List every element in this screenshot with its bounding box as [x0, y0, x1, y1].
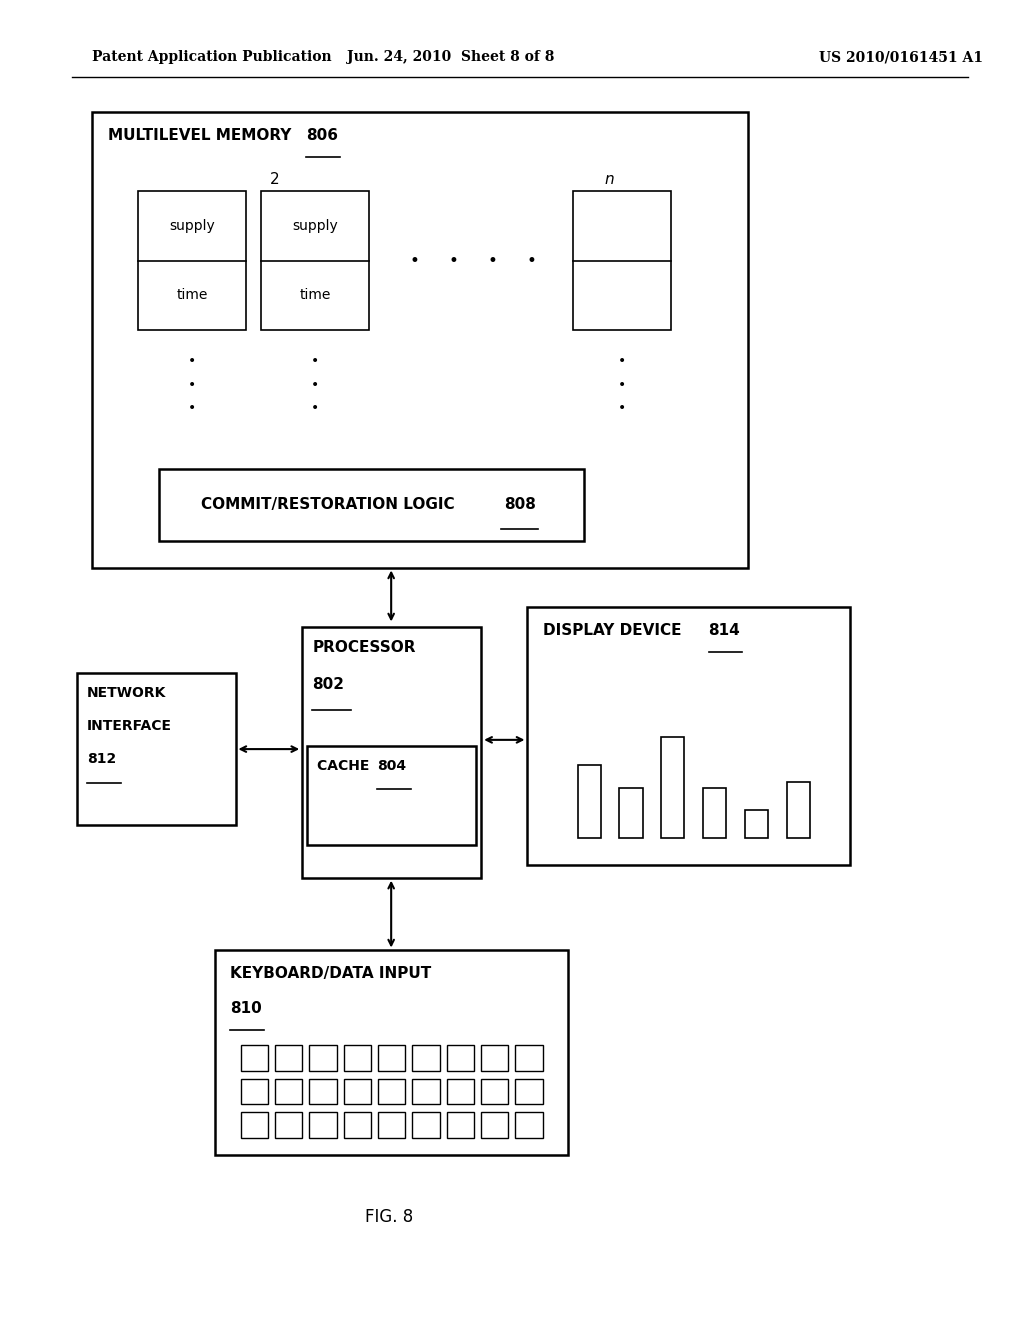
Bar [309, 1078, 337, 1105]
Bar [302, 627, 481, 878]
Bar [275, 1045, 302, 1071]
Bar [241, 1113, 268, 1138]
Text: FIG. 8: FIG. 8 [365, 1208, 414, 1226]
Bar [413, 1113, 439, 1138]
Bar [446, 1078, 474, 1105]
Bar [378, 1078, 406, 1105]
Text: 814: 814 [709, 623, 740, 638]
Bar [215, 950, 568, 1155]
Text: •: • [617, 401, 627, 416]
Text: MULTILEVEL MEMORY: MULTILEVEL MEMORY [108, 128, 296, 143]
Text: •: • [617, 378, 627, 392]
Text: Patent Application Publication: Patent Application Publication [92, 50, 332, 65]
Text: •: • [310, 378, 319, 392]
Text: 2: 2 [269, 172, 280, 186]
Bar [307, 746, 476, 845]
Bar [481, 1078, 508, 1105]
Text: •: • [187, 378, 197, 392]
Bar [413, 1078, 439, 1105]
Text: n: n [604, 172, 614, 186]
Text: 802: 802 [312, 677, 344, 692]
Bar [515, 1078, 543, 1105]
Text: Jun. 24, 2010  Sheet 8 of 8: Jun. 24, 2010 Sheet 8 of 8 [347, 50, 554, 65]
Text: •: • [410, 252, 420, 269]
Text: 804: 804 [377, 759, 406, 774]
Bar [378, 1045, 406, 1071]
Bar [744, 810, 768, 838]
Text: COMMIT/RESTORATION LOGIC: COMMIT/RESTORATION LOGIC [201, 498, 460, 512]
Bar [159, 469, 584, 541]
Bar [578, 766, 601, 838]
Bar [261, 191, 369, 330]
Text: •: • [449, 252, 459, 269]
Text: INTERFACE: INTERFACE [87, 719, 172, 734]
Bar [275, 1078, 302, 1105]
Text: supply: supply [169, 219, 215, 234]
Bar [344, 1113, 371, 1138]
Bar [309, 1113, 337, 1138]
Text: 806: 806 [306, 128, 338, 143]
Text: 808: 808 [504, 498, 536, 512]
Text: DISPLAY DEVICE: DISPLAY DEVICE [543, 623, 686, 638]
Text: US 2010/0161451 A1: US 2010/0161451 A1 [819, 50, 983, 65]
Text: •: • [526, 252, 537, 269]
Text: NETWORK: NETWORK [87, 686, 167, 701]
Bar [662, 737, 684, 838]
Text: •: • [187, 354, 197, 368]
Text: •: • [187, 401, 197, 416]
Bar [515, 1113, 543, 1138]
Bar [446, 1113, 474, 1138]
Text: •: • [310, 401, 319, 416]
Bar [481, 1113, 508, 1138]
Text: KEYBOARD/DATA INPUT: KEYBOARD/DATA INPUT [230, 966, 432, 981]
Text: 812: 812 [87, 752, 117, 767]
Bar [573, 191, 671, 330]
Bar [275, 1113, 302, 1138]
Text: •: • [310, 354, 319, 368]
Bar [786, 781, 810, 838]
Bar [241, 1045, 268, 1071]
Bar [378, 1113, 406, 1138]
Bar [620, 788, 643, 838]
Bar [481, 1045, 508, 1071]
Bar [309, 1045, 337, 1071]
Bar [703, 788, 726, 838]
Bar [344, 1078, 371, 1105]
Text: 810: 810 [230, 1001, 262, 1015]
Text: •: • [487, 252, 498, 269]
Bar [241, 1078, 268, 1105]
Text: CACHE: CACHE [317, 759, 375, 774]
Text: PROCESSOR: PROCESSOR [312, 640, 416, 655]
Bar [138, 191, 246, 330]
Bar [77, 673, 236, 825]
Text: •: • [617, 354, 627, 368]
Bar [446, 1045, 474, 1071]
Bar [92, 112, 748, 568]
Text: supply: supply [292, 219, 338, 234]
Bar [515, 1045, 543, 1071]
Text: time: time [176, 288, 208, 302]
Bar [527, 607, 850, 865]
Text: time: time [299, 288, 331, 302]
Bar [413, 1045, 439, 1071]
Bar [344, 1045, 371, 1071]
